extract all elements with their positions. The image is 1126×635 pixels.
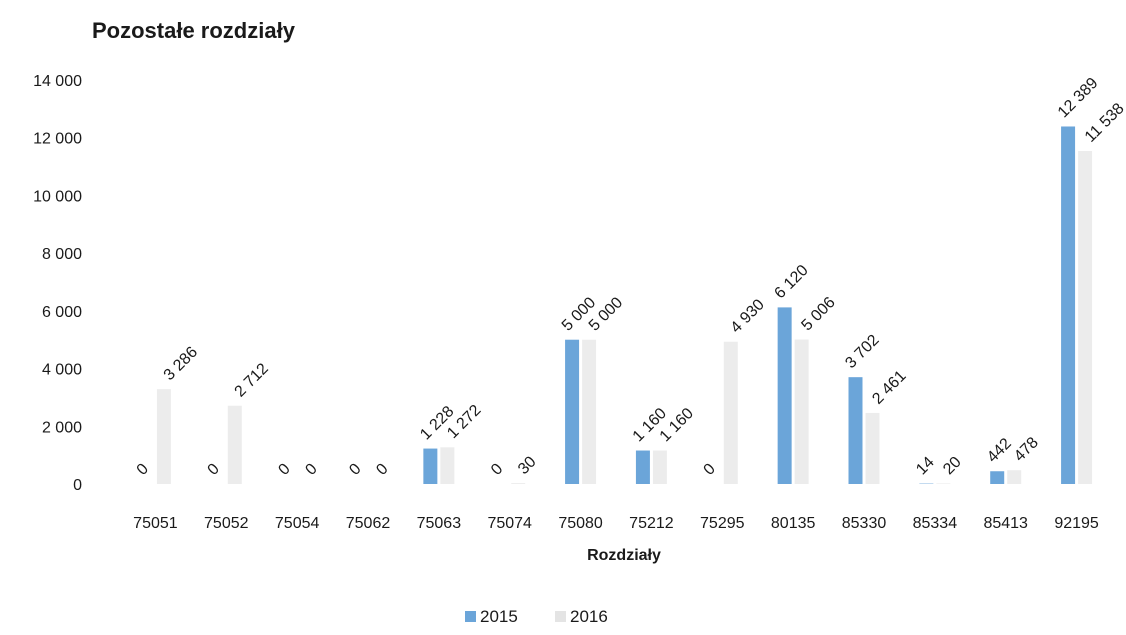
x-tick-label: 75063	[417, 515, 462, 532]
data-label-2015-80135: 6 120	[771, 262, 811, 302]
data-label-2015-92195: 12 389	[1055, 75, 1102, 122]
bar-2016-75052	[227, 405, 242, 484]
y-tick-label: 12 000	[33, 131, 82, 148]
bar-2016-92195	[1078, 151, 1093, 485]
x-tick-label: 75062	[346, 515, 391, 532]
data-label-2015-75052: 0	[205, 460, 223, 478]
bar-2016-75080	[582, 339, 597, 484]
data-label-2015-75074: 0	[488, 460, 506, 478]
x-tick-label: 92195	[1054, 515, 1099, 532]
x-tick-label: 85330	[842, 515, 887, 532]
y-axis: 0 2 000 4 000 6 000 8 000 10 000 12 000 14 000	[33, 73, 82, 494]
y-tick-label: 14 000	[33, 73, 82, 90]
bar-2016-85334	[936, 483, 951, 484]
bar-2016-75295	[723, 341, 738, 484]
x-tick-label: 75074	[487, 515, 532, 532]
data-label-2016-75054: 0	[302, 460, 320, 478]
bar-2015-92195	[1061, 126, 1076, 484]
x-tick-label: 75295	[700, 515, 745, 532]
data-label-2016-75295: 4 930	[728, 296, 768, 336]
bar-2015-75212	[635, 450, 650, 484]
x-tick-label: 85334	[913, 515, 958, 532]
data-label-2016-85330: 2 461	[869, 367, 909, 407]
bar-2016-85330	[865, 412, 880, 484]
bar-2016-75051	[156, 389, 171, 484]
data-label-2015-75051: 0	[134, 460, 152, 478]
data-label-2016-92195: 11 538	[1082, 100, 1126, 146]
y-tick-label: 4 000	[42, 362, 82, 379]
legend-swatch-2015	[465, 611, 476, 622]
data-label-2016-85334: 20	[940, 454, 965, 479]
data-label-2016-75074: 30	[515, 453, 540, 478]
bar-2016-75063	[440, 447, 455, 484]
x-tick-label: 75052	[204, 515, 249, 532]
data-label-2015-75054: 0	[275, 460, 293, 478]
data-label-2015-85330: 3 702	[842, 332, 882, 372]
legend-swatch-2016	[555, 611, 566, 622]
x-tick-label: 75212	[629, 515, 674, 532]
y-tick-label: 6 000	[42, 304, 82, 321]
plot-area	[156, 126, 1093, 485]
bar-2016-80135	[794, 339, 809, 484]
data-label-2015-75062: 0	[346, 460, 364, 478]
bar-2016-75212	[652, 450, 667, 484]
bar-2015-85330	[848, 377, 863, 484]
y-tick-label: 2 000	[42, 419, 82, 436]
x-tick-label: 80135	[771, 515, 816, 532]
data-label-2016-85413: 478	[1011, 434, 1042, 465]
bar-2015-75063	[423, 448, 438, 484]
legend-label-2015: 2015	[480, 607, 518, 626]
x-tick-label: 75051	[133, 515, 178, 532]
data-label-2016-75052: 2 712	[232, 360, 272, 400]
bar-2015-80135	[777, 307, 792, 484]
y-tick-label: 8 000	[42, 246, 82, 263]
legend-label-2016: 2016	[570, 607, 608, 626]
chart-title: Pozostałe rozdziały	[92, 18, 296, 43]
bar-2016-75074	[511, 483, 526, 484]
data-label-2016-75062: 0	[373, 460, 391, 478]
data-label-2016-80135: 5 006	[798, 294, 838, 334]
x-axis-title: Rozdziały	[587, 547, 661, 564]
bar-2016-85413	[1007, 470, 1022, 484]
x-tick-label: 75080	[558, 515, 603, 532]
x-axis: 75051 75052 75054 75062 75063 75074 75080 75212…	[133, 515, 1099, 532]
x-tick-label: 75054	[275, 515, 320, 532]
data-label-2015-85413: 442	[984, 435, 1015, 466]
bar-2015-85413	[990, 471, 1005, 484]
data-label-2015-85334: 14	[913, 454, 938, 479]
legend: 2015 2016	[465, 607, 608, 626]
data-label-2015-75295: 0	[701, 460, 719, 478]
data-label-2016-75051: 3 286	[161, 344, 201, 384]
bar-2015-75080	[565, 339, 580, 484]
y-tick-label: 10 000	[33, 188, 82, 205]
x-tick-label: 85413	[983, 515, 1028, 532]
y-tick-label: 0	[73, 477, 82, 494]
